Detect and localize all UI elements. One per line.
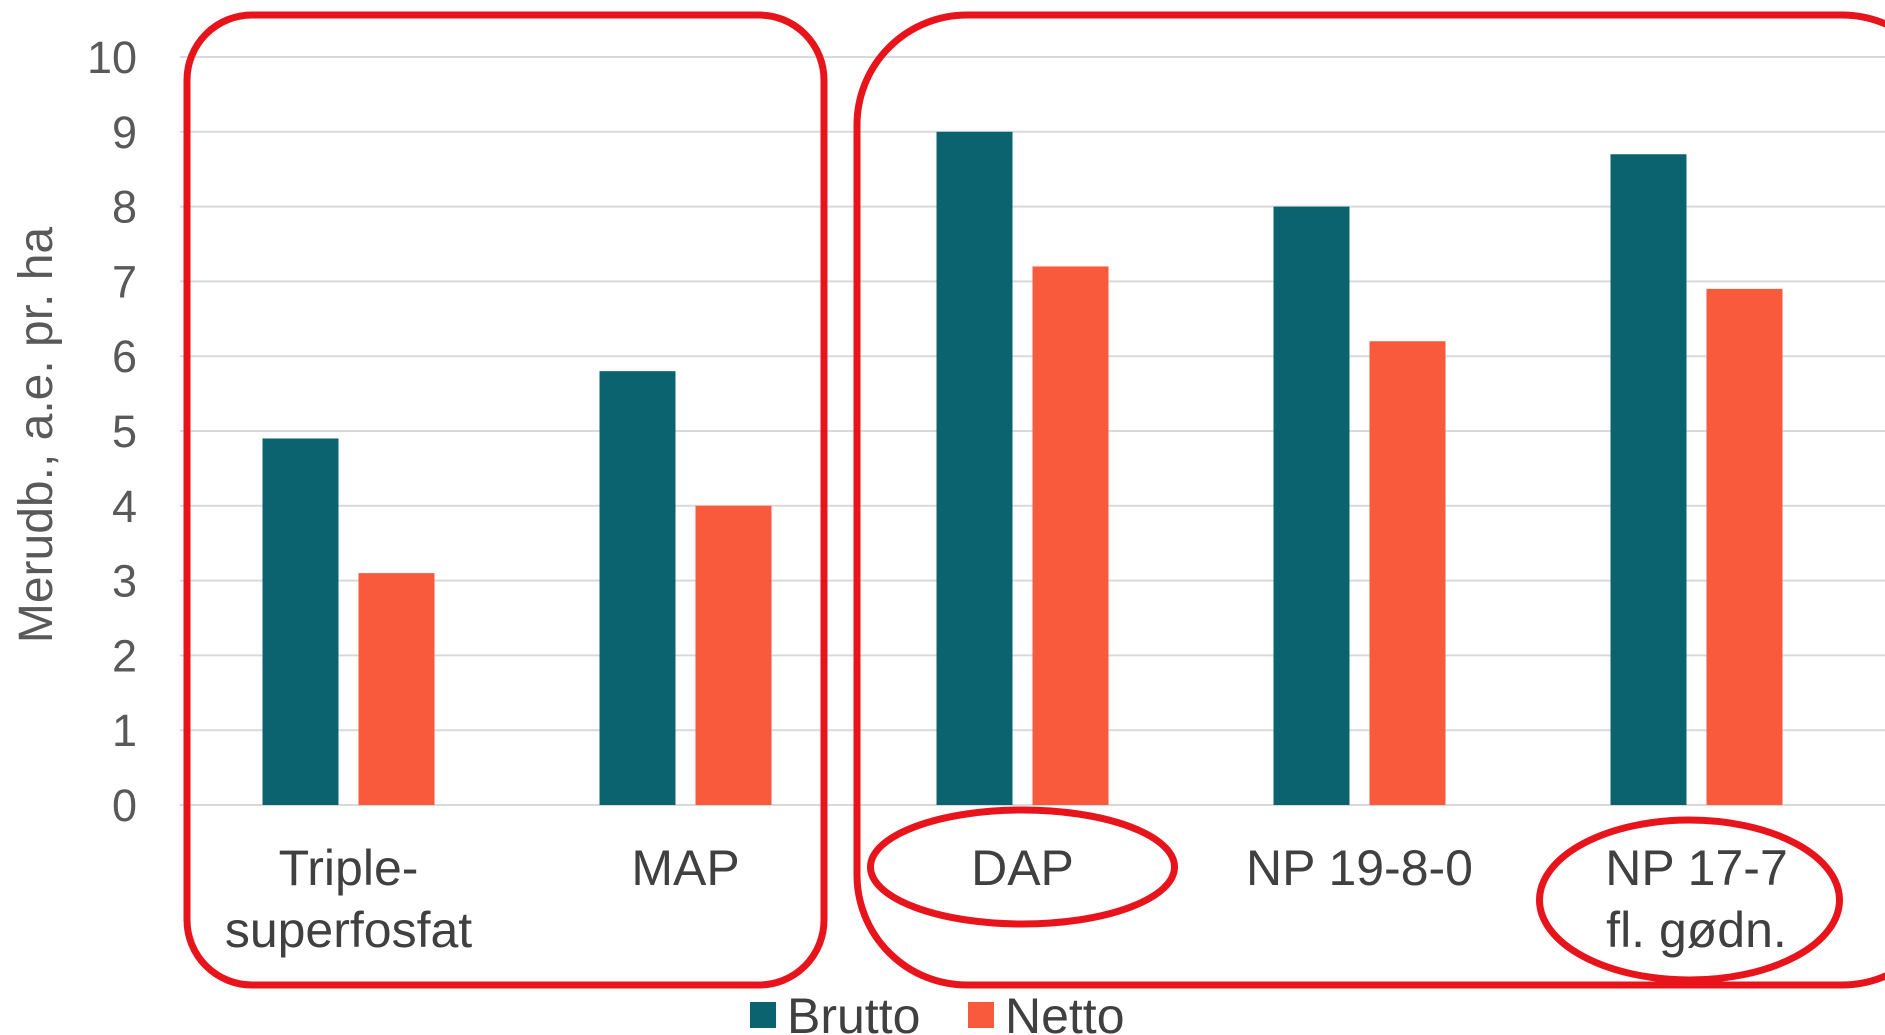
bar-brutto <box>599 371 676 805</box>
bar-netto <box>695 505 772 805</box>
bar-netto <box>1706 288 1783 805</box>
y-axis-tick-labels: 0 1 2 3 4 5 6 7 8 9 10 <box>87 32 137 831</box>
y-tick-label: 4 <box>112 481 137 532</box>
label-highlight-ellipse <box>867 806 1178 928</box>
y-tick-label: 3 <box>112 556 137 607</box>
bar-brutto <box>1610 154 1687 806</box>
legend-label-brutto: Brutto <box>787 988 920 1035</box>
legend-label-netto: Netto <box>1005 988 1125 1035</box>
category-label: superfosfat <box>225 902 472 958</box>
y-tick-label: 9 <box>112 107 137 158</box>
bar-brutto <box>262 438 339 805</box>
bar-netto <box>1032 266 1109 805</box>
y-tick-label: 1 <box>112 705 137 756</box>
category-label: fl. gødn. <box>1606 902 1787 958</box>
category-label: DAP <box>971 840 1074 896</box>
legend-swatch-netto <box>968 1002 994 1028</box>
legend: Brutto Netto <box>750 988 1125 1035</box>
bars <box>262 131 1783 806</box>
category-label: NP 17-7 <box>1605 840 1788 896</box>
annotations <box>183 11 1885 989</box>
bar-brutto <box>1273 206 1350 806</box>
y-tick-label: 10 <box>87 32 137 83</box>
y-tick-label: 5 <box>112 406 137 457</box>
category-labels: Triple-superfosfat MAP DAP NP 19-8-0 NP 17-7… <box>225 840 1788 958</box>
group-highlight-box <box>853 11 1885 989</box>
category-label: MAP <box>631 840 739 896</box>
y-tick-label: 0 <box>112 780 137 831</box>
group-highlight-box <box>183 11 828 989</box>
y-tick-label: 2 <box>112 630 137 681</box>
y-tick-label: 6 <box>112 331 137 382</box>
y-axis-title: Merudb., a.e. pr. ha <box>10 227 63 644</box>
category-label: NP 19-8-0 <box>1246 840 1473 896</box>
y-tick-label: 8 <box>112 182 137 233</box>
legend-swatch-brutto <box>750 1002 776 1028</box>
bar-netto <box>1369 341 1446 805</box>
label-highlight-ellipse <box>1536 816 1843 984</box>
bar-brutto <box>936 131 1013 806</box>
y-tick-label: 7 <box>112 256 137 307</box>
bar-netto <box>358 573 435 805</box>
category-label: Triple- <box>279 840 419 896</box>
